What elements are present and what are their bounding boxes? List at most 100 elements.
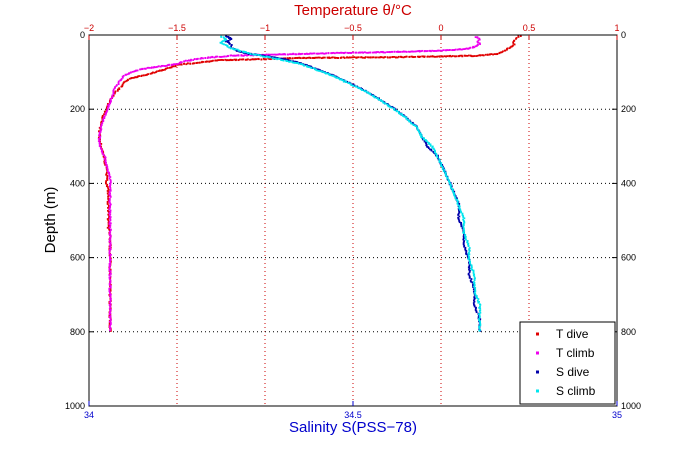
- point-t-dive-296: [170, 66, 173, 69]
- point-t-climb-380: [103, 155, 106, 158]
- point-s-dive-14: [228, 43, 231, 45]
- point-t-dive-56: [459, 54, 462, 57]
- point-t-climb-158: [301, 52, 304, 55]
- point-t-climb-208: [242, 54, 244, 57]
- point-t-dive-476: [108, 245, 111, 248]
- point-t-climb-323: [112, 88, 115, 91]
- point-t-climb-490: [108, 291, 111, 294]
- point-t-dive-284: [185, 63, 188, 66]
- point-s-dive-92: [317, 68, 320, 71]
- point-t-dive-175: [315, 56, 318, 59]
- point-s-climb-166: [393, 109, 396, 112]
- point-s-climb-347: [476, 299, 479, 302]
- point-t-climb-89: [384, 51, 387, 54]
- point-t-climb-468: [109, 264, 112, 267]
- point-t-dive-461: [106, 226, 109, 229]
- point-s-climb-285: [462, 227, 465, 230]
- point-t-climb-409: [108, 191, 111, 193]
- point-t-climb-286: [150, 67, 153, 69]
- point-t-climb-354: [100, 124, 103, 127]
- point-s-climb-333: [473, 282, 476, 285]
- point-t-dive-308: [157, 70, 160, 72]
- point-t-dive-92: [417, 55, 419, 58]
- point-t-dive-194: [294, 57, 296, 60]
- point-t-climb-280: [157, 65, 160, 68]
- point-t-dive-76: [435, 55, 438, 58]
- point-t-dive-143: [355, 56, 357, 59]
- point-t-dive-455: [107, 219, 110, 222]
- point-t-dive-407: [103, 160, 106, 163]
- point-s-climb-6: [224, 39, 227, 41]
- point-t-climb-43: [439, 49, 442, 52]
- point-s-climb-247: [449, 185, 452, 187]
- point-s-dive-64: [286, 58, 288, 61]
- point-s-climb-137: [364, 90, 366, 93]
- point-t-dive-93: [414, 55, 417, 58]
- point-t-climb-14: [473, 46, 476, 49]
- point-s-climb-294: [464, 237, 467, 240]
- point-s-dive-360: [479, 318, 482, 321]
- bottom-tick-label-1: 34.5: [344, 410, 362, 420]
- point-s-climb-352: [479, 305, 481, 308]
- point-t-dive-224: [257, 57, 260, 60]
- point-s-climb-346: [477, 298, 480, 300]
- point-t-climb-224: [223, 55, 226, 58]
- point-t-climb-157: [303, 53, 306, 55]
- point-t-dive-335: [127, 79, 129, 82]
- point-s-climb-127: [352, 84, 355, 87]
- point-s-climb-339: [474, 290, 477, 293]
- point-t-climb-408: [109, 189, 112, 192]
- point-s-climb-46: [261, 55, 264, 58]
- point-s-climb-224: [438, 160, 441, 162]
- point-s-climb-287: [463, 230, 466, 233]
- point-t-climb-148: [313, 52, 316, 55]
- point-s-climb-245: [448, 182, 451, 185]
- point-t-dive-462: [108, 228, 110, 230]
- point-s-dive-275: [458, 220, 461, 222]
- point-t-climb-216: [233, 54, 235, 57]
- point-t-dive-131: [369, 56, 372, 59]
- point-t-climb-38: [446, 49, 448, 51]
- left-tick-label-4: 800: [70, 327, 85, 337]
- point-t-climb-168: [290, 53, 293, 56]
- point-t-climb-297: [136, 69, 139, 72]
- point-t-climb-381: [104, 156, 107, 159]
- point-t-climb-433: [108, 221, 111, 224]
- point-t-climb-362: [98, 134, 100, 137]
- point-t-dive-58: [457, 55, 460, 58]
- point-t-climb-312: [121, 76, 124, 79]
- point-t-climb-271: [168, 63, 171, 66]
- point-s-climb-207: [428, 143, 430, 145]
- point-t-climb-252: [189, 59, 192, 62]
- point-t-climb-147: [315, 52, 318, 55]
- point-t-dive-225: [255, 58, 258, 61]
- point-s-climb-208: [429, 143, 432, 146]
- point-s-dive-319: [469, 269, 471, 272]
- point-t-dive-49: [467, 54, 470, 57]
- point-s-dive-32: [247, 53, 250, 55]
- point-t-climb-149: [312, 52, 315, 55]
- point-s-climb-362: [478, 318, 480, 320]
- point-s-dive-208: [427, 147, 430, 150]
- point-t-dive-293: [174, 65, 177, 68]
- point-t-climb-407: [109, 188, 112, 191]
- point-s-climb-265: [458, 205, 461, 208]
- point-t-climb-30: [454, 48, 457, 51]
- point-s-climb-129: [355, 85, 358, 88]
- point-s-climb-351: [479, 303, 482, 306]
- point-s-climb-286: [463, 229, 465, 232]
- point-s-climb-178: [405, 117, 408, 120]
- point-t-climb-488: [108, 288, 111, 291]
- point-t-dive-433: [106, 192, 109, 195]
- point-t-climb-364: [99, 137, 101, 139]
- point-s-climb-221: [436, 156, 439, 159]
- point-s-dive-300: [464, 248, 467, 250]
- point-t-dive-45: [472, 55, 475, 58]
- point-t-dive-459: [107, 224, 110, 226]
- point-t-dive-523: [109, 303, 112, 306]
- point-t-dive-346: [117, 88, 119, 91]
- point-t-climb-410: [109, 192, 111, 195]
- point-s-dive-256: [456, 197, 458, 200]
- point-t-dive-442: [106, 203, 109, 205]
- point-t-dive-199: [287, 57, 290, 60]
